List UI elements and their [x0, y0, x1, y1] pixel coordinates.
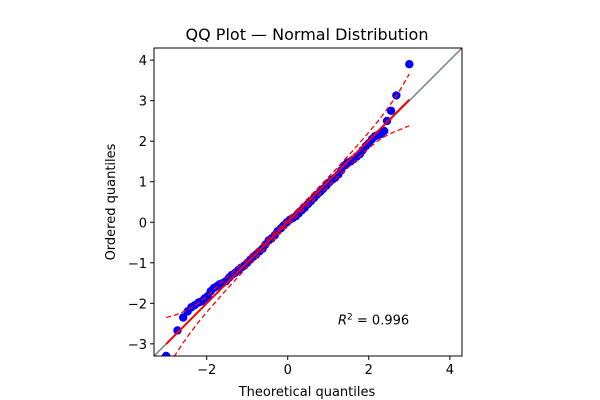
fit-line: [165, 98, 411, 345]
y-tick-label: 1: [139, 176, 147, 191]
y-tick-label: −3: [128, 338, 147, 353]
data-point: [173, 326, 182, 335]
axes-frame: [153, 47, 463, 357]
chart-title: QQ Plot — Normal Distribution: [186, 25, 429, 44]
r-squared-annotation: R2 = 0.996: [338, 313, 409, 329]
plot-area: [154, 48, 462, 356]
y-tick-label: 0: [139, 216, 147, 231]
x-axis-label: Theoretical quantiles: [238, 385, 376, 400]
data-point: [379, 126, 389, 136]
axis-ticks: −2 0 2 4 −3 −2 −1 0 1 2 3 4: [128, 54, 454, 378]
x-tick-label: 2: [365, 363, 373, 378]
y-tick-label: −1: [128, 257, 147, 272]
data-point: [405, 60, 414, 69]
y-tick-label: 3: [139, 95, 147, 110]
confidence-band-upper: [166, 73, 410, 319]
confidence-band-lower: [173, 125, 410, 356]
data-point: [161, 351, 171, 356]
x-tick-label: 0: [284, 363, 292, 378]
data-point: [178, 313, 188, 322]
x-tick-label: −2: [197, 363, 216, 378]
y-tick-label: 2: [139, 135, 147, 150]
x-tick-label: 4: [446, 363, 454, 378]
y-axis-label: Ordered quantiles: [104, 143, 119, 260]
data-point: [386, 106, 396, 116]
y-tick-label: 4: [139, 54, 147, 69]
y-tick-label: −2: [128, 297, 147, 312]
